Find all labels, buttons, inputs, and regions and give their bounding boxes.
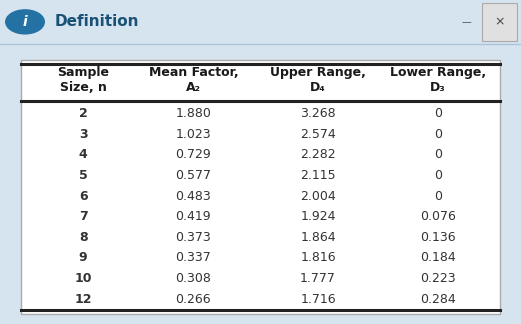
Text: 6: 6 bbox=[79, 190, 88, 202]
Text: 0.223: 0.223 bbox=[420, 272, 456, 285]
Text: 0.308: 0.308 bbox=[176, 272, 212, 285]
Text: 1.880: 1.880 bbox=[176, 107, 212, 120]
Text: D₄: D₄ bbox=[310, 81, 326, 94]
Text: 0: 0 bbox=[434, 169, 442, 182]
Text: ×: × bbox=[494, 15, 505, 29]
Text: 9: 9 bbox=[79, 251, 88, 264]
Text: Sample: Sample bbox=[57, 66, 109, 79]
FancyBboxPatch shape bbox=[482, 3, 517, 41]
Circle shape bbox=[6, 10, 44, 34]
Text: 1.816: 1.816 bbox=[300, 251, 336, 264]
Text: 3: 3 bbox=[79, 128, 88, 141]
Text: Definition: Definition bbox=[55, 14, 139, 29]
Text: 0.136: 0.136 bbox=[420, 231, 456, 244]
Text: 0.373: 0.373 bbox=[176, 231, 212, 244]
Text: 1.864: 1.864 bbox=[300, 231, 336, 244]
Text: 7: 7 bbox=[79, 210, 88, 223]
Text: Size, n: Size, n bbox=[60, 81, 107, 94]
Text: 1.777: 1.777 bbox=[300, 272, 336, 285]
Text: A₂: A₂ bbox=[186, 81, 201, 94]
Text: 0: 0 bbox=[434, 148, 442, 161]
Text: 0.729: 0.729 bbox=[176, 148, 212, 161]
Text: 0.577: 0.577 bbox=[176, 169, 212, 182]
Text: 2.574: 2.574 bbox=[300, 128, 336, 141]
Text: 2: 2 bbox=[79, 107, 88, 120]
Text: 0.076: 0.076 bbox=[420, 210, 456, 223]
Text: D₃: D₃ bbox=[430, 81, 446, 94]
Text: 0.184: 0.184 bbox=[420, 251, 456, 264]
Text: 3.268: 3.268 bbox=[300, 107, 336, 120]
Text: 10: 10 bbox=[75, 272, 92, 285]
Text: Mean Factor,: Mean Factor, bbox=[148, 66, 238, 79]
Text: 2.004: 2.004 bbox=[300, 190, 336, 202]
Text: —: — bbox=[462, 17, 471, 27]
Text: 0: 0 bbox=[434, 107, 442, 120]
Text: Lower Range,: Lower Range, bbox=[390, 66, 486, 79]
FancyBboxPatch shape bbox=[21, 60, 500, 314]
Text: 1.924: 1.924 bbox=[300, 210, 336, 223]
Text: 0.419: 0.419 bbox=[176, 210, 211, 223]
Text: 0: 0 bbox=[434, 190, 442, 202]
Text: 2.115: 2.115 bbox=[300, 169, 336, 182]
Text: i: i bbox=[22, 15, 28, 29]
Text: 0.266: 0.266 bbox=[176, 293, 211, 306]
Text: 2.282: 2.282 bbox=[300, 148, 336, 161]
Text: 12: 12 bbox=[75, 293, 92, 306]
Text: 0: 0 bbox=[434, 128, 442, 141]
Text: 8: 8 bbox=[79, 231, 88, 244]
Text: 0.284: 0.284 bbox=[420, 293, 456, 306]
Text: 0.483: 0.483 bbox=[176, 190, 212, 202]
Text: 0.337: 0.337 bbox=[176, 251, 212, 264]
Text: Upper Range,: Upper Range, bbox=[270, 66, 366, 79]
Text: 1.716: 1.716 bbox=[300, 293, 336, 306]
Text: 4: 4 bbox=[79, 148, 88, 161]
Text: 1.023: 1.023 bbox=[176, 128, 211, 141]
Text: 5: 5 bbox=[79, 169, 88, 182]
